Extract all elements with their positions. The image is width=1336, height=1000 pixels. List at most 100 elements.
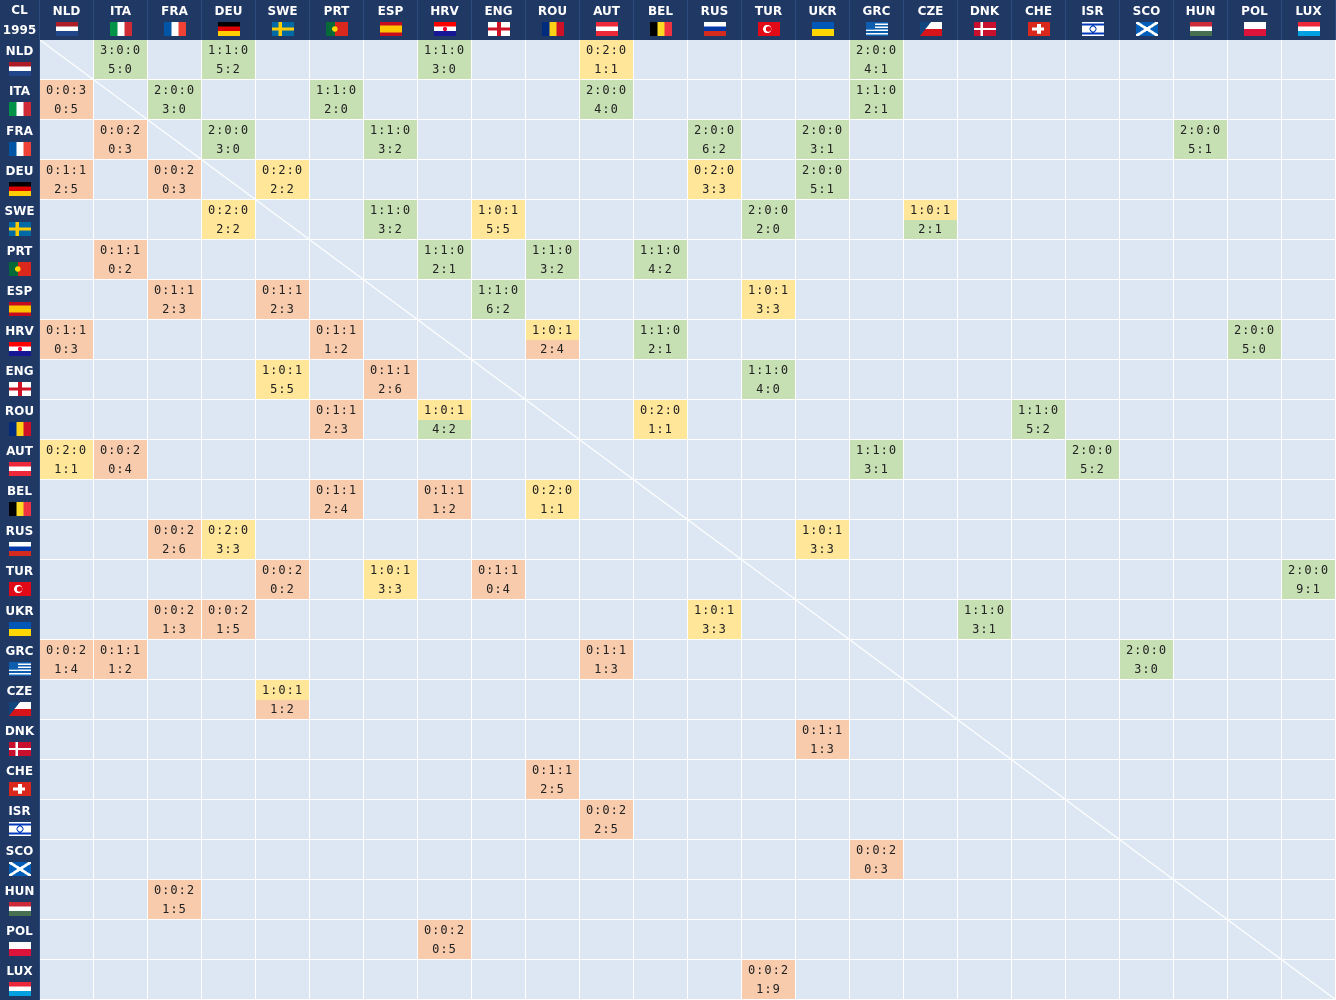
result-cell-ukr-vs-dnk[interactable]: 1:1:0 3:1 <box>958 600 1012 640</box>
result-cell-tur-vs-esp[interactable]: 1:0:1 3:3 <box>364 560 418 600</box>
result-cell-swe-vs-tur[interactable]: 2:0:0 2:0 <box>742 200 796 240</box>
column-header-aut[interactable]: AUT <box>580 0 634 40</box>
column-header-che[interactable]: CHE <box>1012 0 1066 40</box>
column-header-esp[interactable]: ESP <box>364 0 418 40</box>
result-cell-prt-vs-bel[interactable]: 1:1:0 4:2 <box>634 240 688 280</box>
result-cell-prt-vs-ita[interactable]: 0:1:1 0:2 <box>94 240 148 280</box>
result-cell-esp-vs-fra[interactable]: 0:1:1 2:3 <box>148 280 202 320</box>
result-cell-esp-vs-eng[interactable]: 1:1:0 6:2 <box>472 280 526 320</box>
result-cell-fra-vs-ukr[interactable]: 2:0:0 3:1 <box>796 120 850 160</box>
result-cell-nld-vs-hrv[interactable]: 1:1:0 3:0 <box>418 40 472 80</box>
result-cell-deu-vs-fra[interactable]: 0:0:2 0:3 <box>148 160 202 200</box>
result-cell-fra-vs-ita[interactable]: 0:0:2 0:3 <box>94 120 148 160</box>
result-cell-hrv-vs-pol[interactable]: 2:0:0 5:0 <box>1228 320 1282 360</box>
row-header-ukr[interactable]: UKR <box>0 600 40 640</box>
row-header-rou[interactable]: ROU <box>0 400 40 440</box>
result-cell-che-vs-rou[interactable]: 0:1:1 2:5 <box>526 760 580 800</box>
result-cell-hrv-vs-prt[interactable]: 0:1:1 1:2 <box>310 320 364 360</box>
result-cell-swe-vs-deu[interactable]: 0:2:0 2:2 <box>202 200 256 240</box>
result-cell-hrv-vs-nld[interactable]: 0:1:1 0:3 <box>40 320 94 360</box>
row-header-che[interactable]: CHE <box>0 760 40 800</box>
column-header-rou[interactable]: ROU <box>526 0 580 40</box>
result-cell-eng-vs-swe[interactable]: 1:0:1 5:5 <box>256 360 310 400</box>
column-header-sco[interactable]: SCO <box>1120 0 1174 40</box>
column-header-dnk[interactable]: DNK <box>958 0 1012 40</box>
result-cell-fra-vs-hun[interactable]: 2:0:0 5:1 <box>1174 120 1228 160</box>
result-cell-rou-vs-che[interactable]: 1:1:0 5:2 <box>1012 400 1066 440</box>
result-cell-nld-vs-ita[interactable]: 3:0:0 5:0 <box>94 40 148 80</box>
result-cell-ukr-vs-deu[interactable]: 0:0:2 1:5 <box>202 600 256 640</box>
result-cell-fra-vs-deu[interactable]: 2:0:0 3:0 <box>202 120 256 160</box>
result-cell-isr-vs-aut[interactable]: 0:0:2 2:5 <box>580 800 634 840</box>
row-header-esp[interactable]: ESP <box>0 280 40 320</box>
result-cell-esp-vs-tur[interactable]: 1:0:1 3:3 <box>742 280 796 320</box>
row-header-cze[interactable]: CZE <box>0 680 40 720</box>
row-header-tur[interactable]: TUR <box>0 560 40 600</box>
result-cell-nld-vs-deu[interactable]: 1:1:0 5:2 <box>202 40 256 80</box>
row-header-pol[interactable]: POL <box>0 920 40 960</box>
result-cell-lux-vs-tur[interactable]: 0:0:2 1:9 <box>742 960 796 1000</box>
result-cell-sco-vs-grc[interactable]: 0:0:2 0:3 <box>850 840 904 880</box>
result-cell-grc-vs-nld[interactable]: 0:0:2 1:4 <box>40 640 94 680</box>
result-cell-ukr-vs-rus[interactable]: 1:0:1 3:3 <box>688 600 742 640</box>
result-cell-rus-vs-deu[interactable]: 0:2:0 3:3 <box>202 520 256 560</box>
row-header-aut[interactable]: AUT <box>0 440 40 480</box>
result-cell-ita-vs-nld[interactable]: 0:0:3 0:5 <box>40 80 94 120</box>
result-cell-grc-vs-aut[interactable]: 0:1:1 1:3 <box>580 640 634 680</box>
row-header-hun[interactable]: HUN <box>0 880 40 920</box>
result-cell-deu-vs-rus[interactable]: 0:2:0 3:3 <box>688 160 742 200</box>
result-cell-rou-vs-prt[interactable]: 0:1:1 2:3 <box>310 400 364 440</box>
column-header-eng[interactable]: ENG <box>472 0 526 40</box>
result-cell-hrv-vs-bel[interactable]: 1:1:0 2:1 <box>634 320 688 360</box>
result-cell-aut-vs-nld[interactable]: 0:2:0 1:1 <box>40 440 94 480</box>
result-cell-deu-vs-swe[interactable]: 0:2:0 2:2 <box>256 160 310 200</box>
result-cell-esp-vs-swe[interactable]: 0:1:1 2:3 <box>256 280 310 320</box>
result-cell-ita-vs-grc[interactable]: 1:1:0 2:1 <box>850 80 904 120</box>
column-header-cze[interactable]: CZE <box>904 0 958 40</box>
result-cell-swe-vs-cze[interactable]: 1:0:1 2:1 <box>904 200 958 240</box>
column-header-pol[interactable]: POL <box>1228 0 1282 40</box>
result-cell-ita-vs-fra[interactable]: 2:0:0 3:0 <box>148 80 202 120</box>
column-header-rus[interactable]: RUS <box>688 0 742 40</box>
result-cell-hun-vs-fra[interactable]: 0:0:2 1:5 <box>148 880 202 920</box>
result-cell-deu-vs-nld[interactable]: 0:1:1 2:5 <box>40 160 94 200</box>
result-cell-deu-vs-ukr[interactable]: 2:0:0 5:1 <box>796 160 850 200</box>
result-cell-grc-vs-sco[interactable]: 2:0:0 3:0 <box>1120 640 1174 680</box>
result-cell-bel-vs-rou[interactable]: 0:2:0 1:1 <box>526 480 580 520</box>
result-cell-nld-vs-aut[interactable]: 0:2:0 1:1 <box>580 40 634 80</box>
result-cell-rou-vs-bel[interactable]: 0:2:0 1:1 <box>634 400 688 440</box>
column-header-prt[interactable]: PRT <box>310 0 364 40</box>
column-header-hun[interactable]: HUN <box>1174 0 1228 40</box>
result-cell-swe-vs-eng[interactable]: 1:0:1 5:5 <box>472 200 526 240</box>
result-cell-nld-vs-grc[interactable]: 2:0:0 4:1 <box>850 40 904 80</box>
column-header-ukr[interactable]: UKR <box>796 0 850 40</box>
row-header-ita[interactable]: ITA <box>0 80 40 120</box>
result-cell-aut-vs-isr[interactable]: 2:0:0 5:2 <box>1066 440 1120 480</box>
row-header-dnk[interactable]: DNK <box>0 720 40 760</box>
row-header-lux[interactable]: LUX <box>0 960 40 1000</box>
column-header-swe[interactable]: SWE <box>256 0 310 40</box>
row-header-grc[interactable]: GRC <box>0 640 40 680</box>
result-cell-tur-vs-lux[interactable]: 2:0:0 9:1 <box>1282 560 1336 600</box>
result-cell-grc-vs-ita[interactable]: 0:1:1 1:2 <box>94 640 148 680</box>
column-header-hrv[interactable]: HRV <box>418 0 472 40</box>
result-cell-pol-vs-hrv[interactable]: 0:0:2 0:5 <box>418 920 472 960</box>
column-header-grc[interactable]: GRC <box>850 0 904 40</box>
result-cell-aut-vs-ita[interactable]: 0:0:2 0:4 <box>94 440 148 480</box>
column-header-lux[interactable]: LUX <box>1282 0 1336 40</box>
result-cell-tur-vs-swe[interactable]: 0:0:2 0:2 <box>256 560 310 600</box>
result-cell-prt-vs-hrv[interactable]: 1:1:0 2:1 <box>418 240 472 280</box>
result-cell-ukr-vs-fra[interactable]: 0:0:2 1:3 <box>148 600 202 640</box>
row-header-nld[interactable]: NLD <box>0 40 40 80</box>
result-cell-aut-vs-grc[interactable]: 1:1:0 3:1 <box>850 440 904 480</box>
result-cell-tur-vs-eng[interactable]: 0:1:1 0:4 <box>472 560 526 600</box>
column-header-ita[interactable]: ITA <box>94 0 148 40</box>
result-cell-bel-vs-hrv[interactable]: 0:1:1 1:2 <box>418 480 472 520</box>
result-cell-eng-vs-tur[interactable]: 1:1:0 4:0 <box>742 360 796 400</box>
result-cell-swe-vs-esp[interactable]: 1:1:0 3:2 <box>364 200 418 240</box>
result-cell-rou-vs-hrv[interactable]: 1:0:1 4:2 <box>418 400 472 440</box>
result-cell-hrv-vs-rou[interactable]: 1:0:1 2:4 <box>526 320 580 360</box>
result-cell-rus-vs-fra[interactable]: 0:0:2 2:6 <box>148 520 202 560</box>
column-header-isr[interactable]: ISR <box>1066 0 1120 40</box>
result-cell-rus-vs-ukr[interactable]: 1:0:1 3:3 <box>796 520 850 560</box>
